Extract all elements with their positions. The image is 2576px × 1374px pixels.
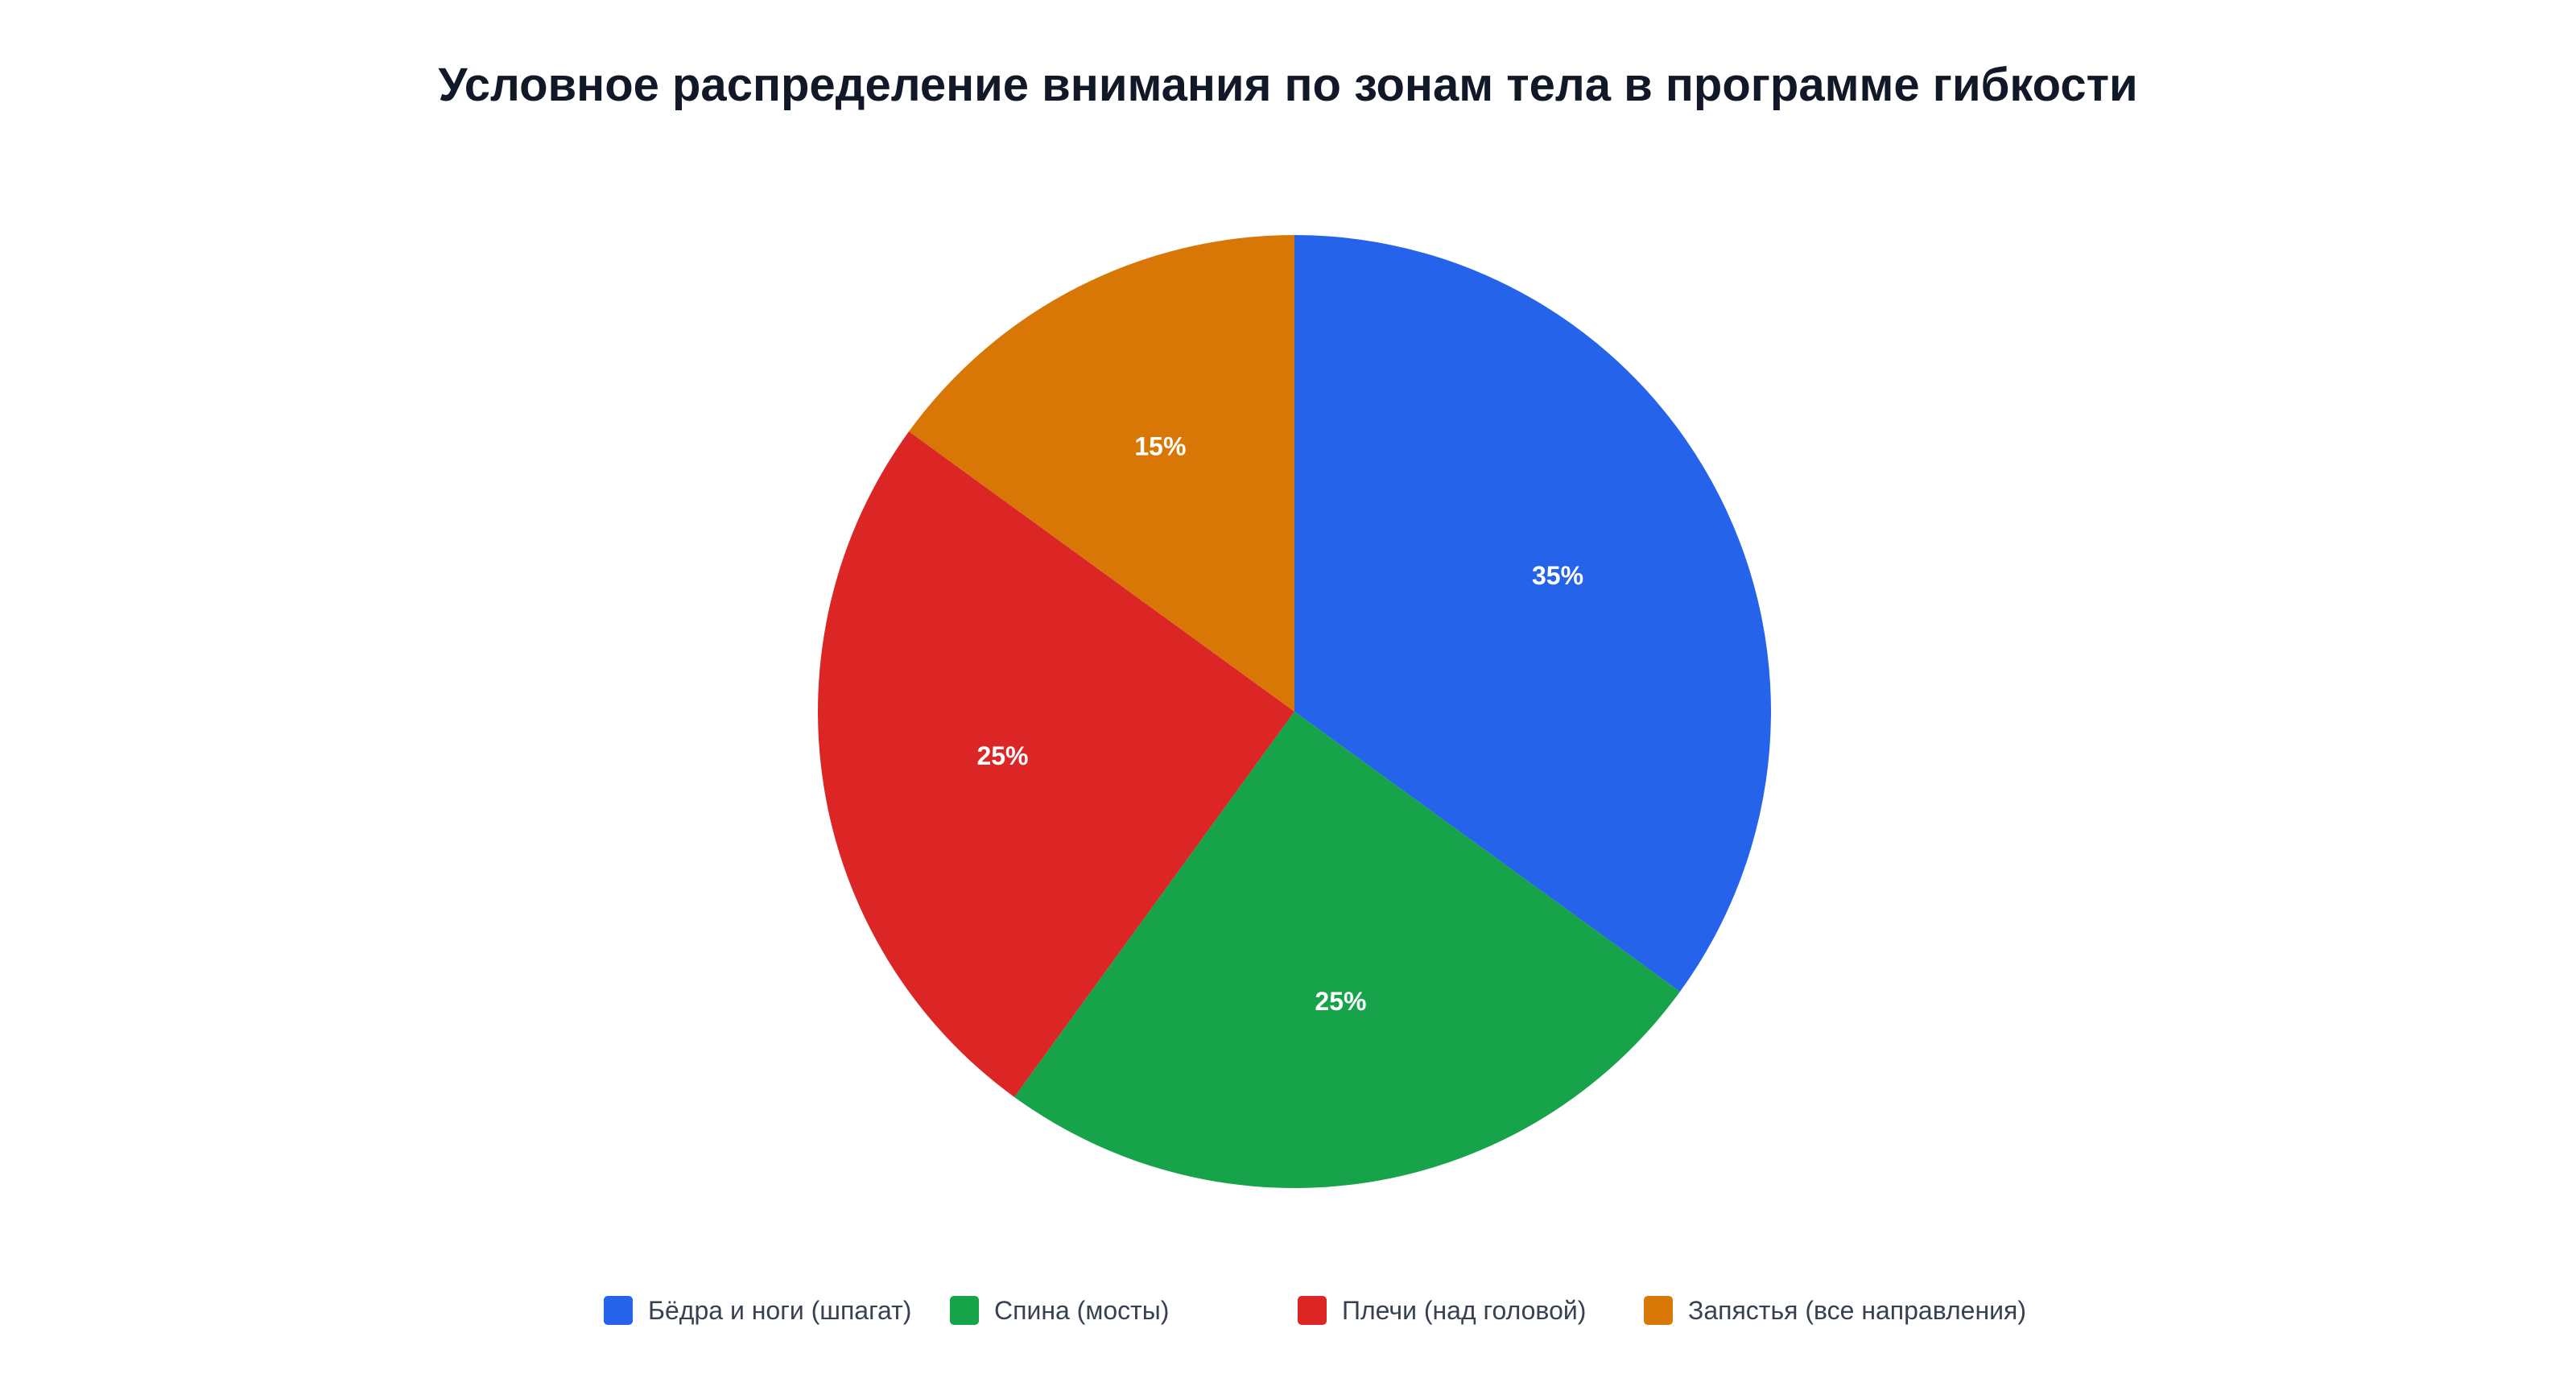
pie-slice-back[interactable] xyxy=(1014,712,1680,1188)
slice-value-label: 35% xyxy=(1532,561,1583,590)
legend-label: Бёдра и ноги (шпагат) xyxy=(648,1295,912,1325)
pie-slice-wrists[interactable] xyxy=(909,235,1294,712)
slice-value-label: 25% xyxy=(976,741,1028,770)
slice-labels: 35% 25% 25% 15% xyxy=(976,431,1583,1016)
legend-swatch xyxy=(1298,1296,1327,1325)
legend-swatch xyxy=(950,1296,979,1325)
legend-item-hips-legs[interactable]: Бёдра и ноги (шпагат) xyxy=(604,1293,911,1328)
legend-label: Запястья (все направления) xyxy=(1688,1295,2026,1325)
legend-label: Плечи (над головой) xyxy=(1342,1295,1587,1325)
legend-item-back[interactable]: Спина (мосты) xyxy=(950,1293,1169,1328)
chart-title: Условное распределение внимания по зонам… xyxy=(438,59,2138,111)
legend-label: Спина (мосты) xyxy=(994,1295,1170,1325)
pie-slice-shoulders[interactable] xyxy=(818,431,1294,1097)
pie-slice-hips-legs[interactable] xyxy=(1294,235,1771,992)
legend-swatch xyxy=(1644,1296,1673,1325)
pie-slices xyxy=(818,235,1771,1188)
slice-value-label: 15% xyxy=(1134,431,1186,460)
legend-item-shoulders[interactable]: Плечи (над головой) xyxy=(1298,1293,1586,1328)
legend-swatch xyxy=(604,1296,633,1325)
slice-value-label: 25% xyxy=(1315,987,1366,1016)
legend-item-wrists[interactable]: Запястья (все направления) xyxy=(1644,1293,2026,1328)
